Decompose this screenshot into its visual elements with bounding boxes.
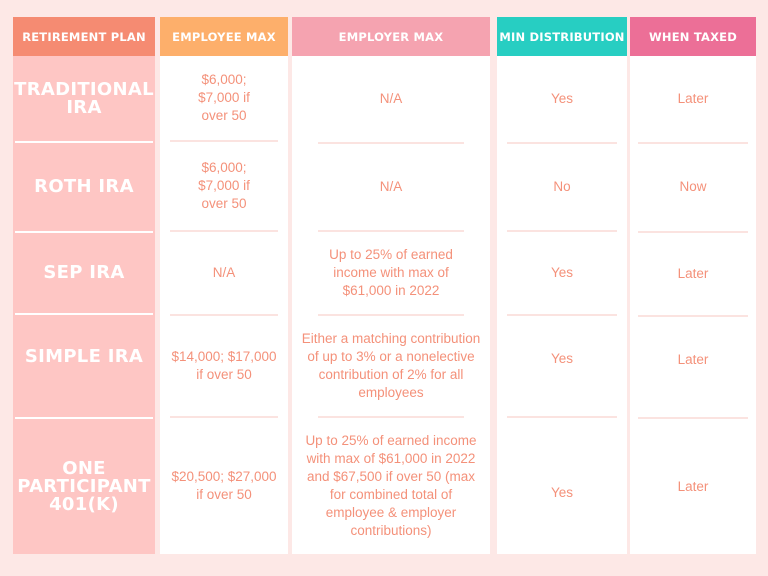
plan-cell: ONE PARTICIPANT 401(K) xyxy=(17,457,151,515)
row-divider xyxy=(15,313,153,315)
row-divider xyxy=(507,314,617,316)
plan-cell: SIMPLE IRA xyxy=(24,346,144,367)
employee-max-cell: $14,000; $17,000 if over 50 xyxy=(171,349,277,382)
employer-column-body: N/A N/A Up to 25% of earned income with … xyxy=(292,56,490,554)
header-employee-max: EMPLOYEE MAX xyxy=(160,17,288,56)
employee-max-cell: N/A xyxy=(212,265,236,280)
column-min-distribution: MIN DISTRIBUTION Yes No Yes Yes Yes xyxy=(497,17,627,554)
row-divider xyxy=(318,142,464,144)
employee-max-cell: $20,500; $27,000 if over 50 xyxy=(171,469,277,502)
when-taxed-cell: Later xyxy=(677,479,709,494)
when-taxed-cell: Later xyxy=(677,352,709,367)
row-divider xyxy=(15,141,153,143)
plan-cell: SEP IRA xyxy=(43,262,125,283)
employer-max-cell: Up to 25% of earned income with max of $… xyxy=(305,433,477,538)
when-taxed-cell: Later xyxy=(677,266,709,281)
header-min-distribution: MIN DISTRIBUTION xyxy=(497,17,627,56)
row-divider xyxy=(318,314,464,316)
row-divider xyxy=(170,140,278,142)
column-when-taxed: WHEN TAXED Later Now Later Later Later xyxy=(630,17,756,554)
employer-max-cell: Either a matching contribution of up to … xyxy=(301,331,481,400)
min-distribution-cell: Yes xyxy=(550,91,574,106)
employer-max-cell: N/A xyxy=(379,179,403,194)
min-dist-column-body: Yes No Yes Yes Yes xyxy=(497,56,627,554)
employee-column-body: $6,000; $7,000 if over 50 $6,000; $7,000… xyxy=(160,56,288,554)
row-divider xyxy=(318,416,464,418)
when-taxed-cell: Later xyxy=(677,91,709,106)
row-divider xyxy=(15,417,153,419)
taxed-column-body: Later Now Later Later Later xyxy=(630,56,756,554)
row-divider xyxy=(638,231,748,233)
min-distribution-cell: No xyxy=(553,179,571,194)
min-distribution-cell: Yes xyxy=(550,351,574,366)
min-distribution-cell: Yes xyxy=(550,485,574,500)
row-divider xyxy=(507,416,617,418)
header-retirement-plan: RETIREMENT PLAN xyxy=(13,17,155,56)
column-employee-max: EMPLOYEE MAX $6,000; $7,000 if over 50 $… xyxy=(160,17,288,554)
column-employer-max: EMPLOYER MAX N/A N/A Up to 25% of earned… xyxy=(292,17,490,554)
plan-column-body: TRADITIONAL IRA ROTH IRA SEP IRA SIMPLE … xyxy=(13,56,155,554)
employer-max-cell: N/A xyxy=(379,91,403,106)
header-employer-max: EMPLOYER MAX xyxy=(292,17,490,56)
when-taxed-cell: Now xyxy=(679,179,707,194)
row-divider xyxy=(170,416,278,418)
column-retirement-plan: RETIREMENT PLAN TRADITIONAL IRA ROTH IRA… xyxy=(13,17,155,554)
min-distribution-cell: Yes xyxy=(550,265,574,280)
row-divider xyxy=(507,142,617,144)
employee-max-cell: $6,000; $7,000 if over 50 xyxy=(198,72,250,123)
row-divider xyxy=(638,142,748,144)
row-divider xyxy=(638,417,748,419)
header-when-taxed: WHEN TAXED xyxy=(630,17,756,56)
plan-cell: TRADITIONAL IRA xyxy=(14,78,154,118)
row-divider xyxy=(15,231,153,233)
employee-max-cell: $6,000; $7,000 if over 50 xyxy=(198,160,250,211)
row-divider xyxy=(170,314,278,316)
plan-cell: ROTH IRA xyxy=(34,176,134,197)
employer-max-cell: Up to 25% of earned income with max of $… xyxy=(329,247,453,298)
row-divider xyxy=(507,230,617,232)
row-divider xyxy=(170,230,278,232)
row-divider xyxy=(638,315,748,317)
row-divider xyxy=(318,230,464,232)
